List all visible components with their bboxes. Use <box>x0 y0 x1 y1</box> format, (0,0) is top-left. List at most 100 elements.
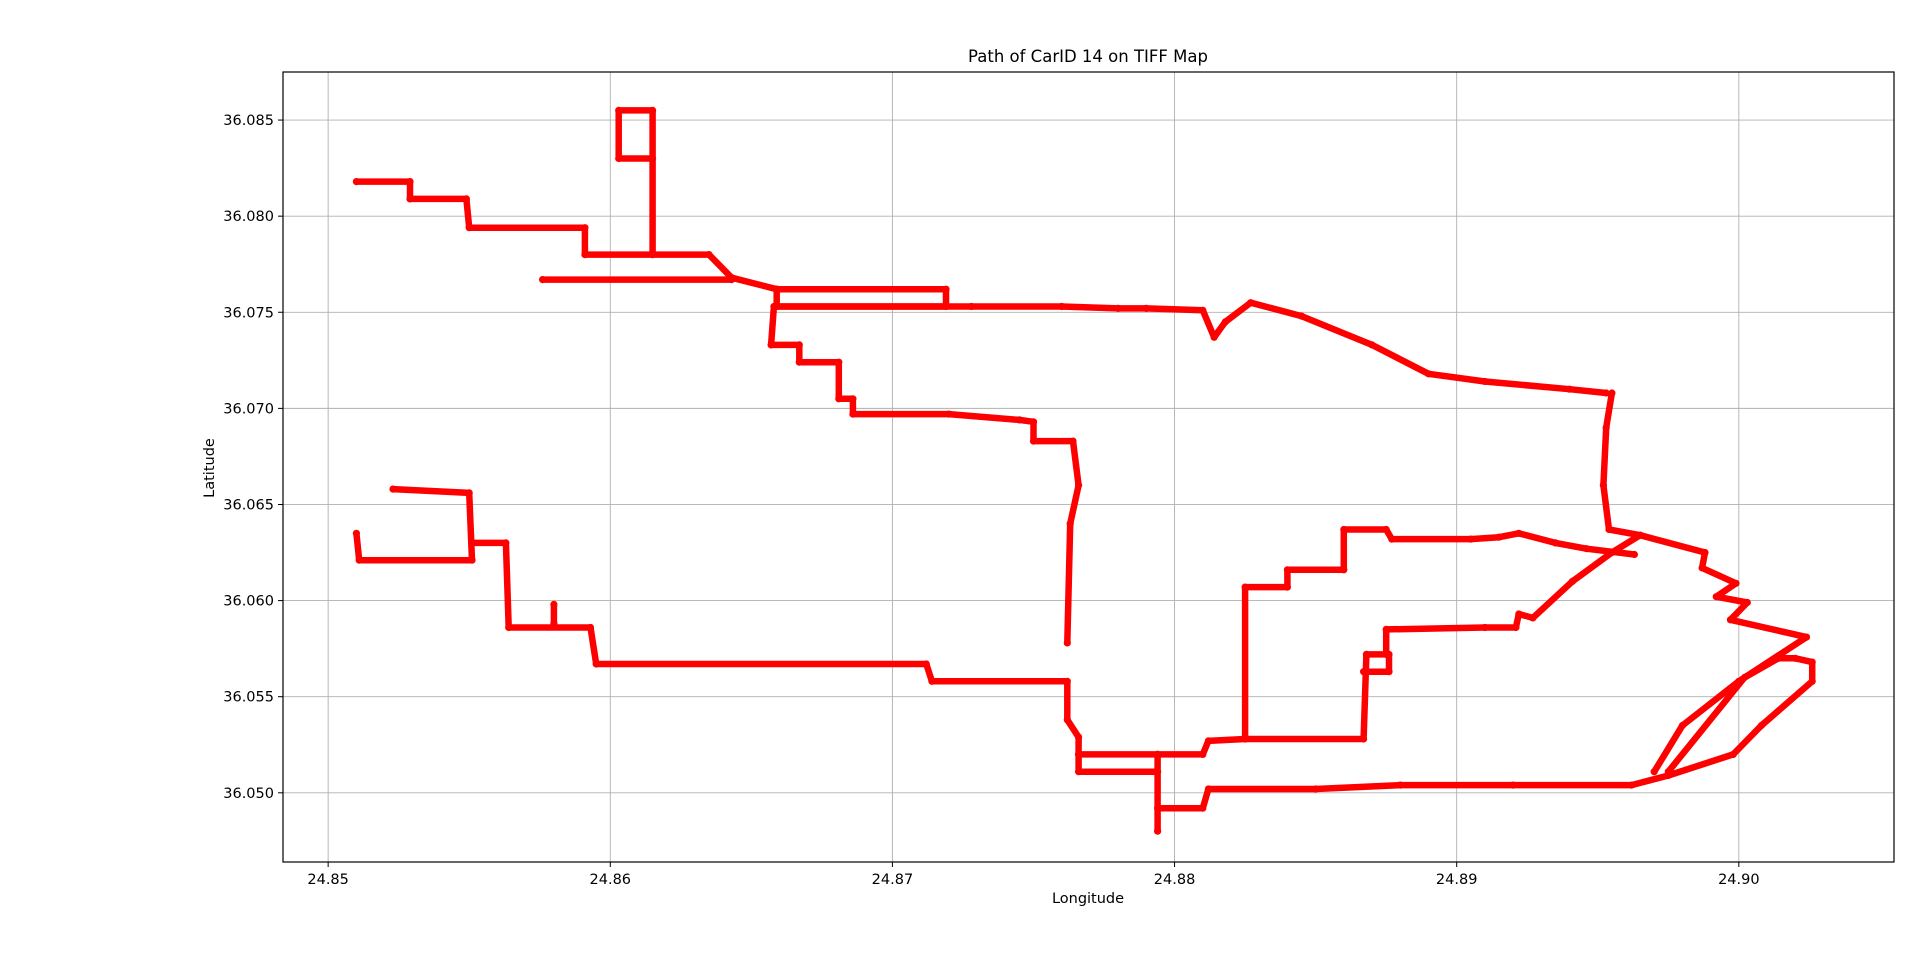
path-point <box>1029 418 1038 426</box>
path-point <box>1512 623 1520 632</box>
x-axis-ticks: 24.85 24.86 24.87 24.88 24.89 24.90 <box>307 862 1760 888</box>
path-point <box>1740 673 1749 682</box>
path-point <box>1602 424 1610 432</box>
path-point <box>1701 548 1709 557</box>
path-point <box>1732 579 1740 587</box>
path-point <box>770 302 778 311</box>
path-point <box>1066 520 1074 528</box>
path-point <box>468 539 476 547</box>
path-point <box>1204 737 1212 745</box>
y-tick-label: 36.065 <box>223 497 274 513</box>
path-point <box>406 195 414 203</box>
path-point <box>1029 437 1038 445</box>
path-point <box>1199 804 1207 812</box>
path-point <box>1312 785 1320 793</box>
x-axis-label: Longitude <box>1052 891 1124 907</box>
path-point <box>1509 781 1517 789</box>
path-point <box>1808 658 1816 666</box>
path-point <box>967 302 976 311</box>
path-point <box>352 178 360 186</box>
path-point <box>1075 733 1083 741</box>
path-point <box>1630 550 1638 559</box>
path-point <box>1382 525 1390 534</box>
y-axis-label: Latitude <box>202 438 218 498</box>
path-point <box>835 358 843 366</box>
path-point <box>1698 564 1706 572</box>
path-point <box>550 620 558 628</box>
path-point <box>849 395 857 403</box>
path-point <box>1802 633 1811 641</box>
path-point <box>1467 535 1475 543</box>
path-point <box>462 195 470 203</box>
path-segment <box>1241 526 1638 743</box>
path-point <box>945 410 953 418</box>
path-point <box>1114 304 1122 312</box>
x-tick-label: 24.89 <box>1436 872 1478 888</box>
path-point <box>1605 525 1613 534</box>
path-point <box>1551 539 1559 547</box>
path-point <box>705 251 713 259</box>
path-point <box>615 106 623 114</box>
path-point <box>1608 389 1616 397</box>
path-point <box>389 485 397 493</box>
path-point <box>1283 566 1291 574</box>
path-point <box>465 489 473 497</box>
path-point <box>1154 804 1162 812</box>
y-tick-label: 36.080 <box>223 209 274 225</box>
path-point <box>1726 616 1734 624</box>
path-point <box>922 660 930 668</box>
path-point <box>505 623 513 632</box>
path-point <box>586 623 595 632</box>
path-point <box>795 341 803 349</box>
path-point <box>1495 533 1503 541</box>
chart-title: Path of CarID 14 on TIFF Map <box>968 47 1208 66</box>
path-point <box>1529 614 1537 622</box>
path-point <box>1396 781 1404 789</box>
path-point <box>1382 625 1390 634</box>
path-segment <box>1154 531 1644 758</box>
y-tick-label: 36.055 <box>223 690 274 706</box>
path-point <box>1515 529 1523 537</box>
path-point <box>1069 437 1077 445</box>
x-tick-label: 24.88 <box>1154 872 1196 888</box>
path-point <box>1340 525 1348 534</box>
path-point <box>1199 306 1207 314</box>
path-point <box>1678 721 1686 730</box>
path-point <box>928 677 936 685</box>
path-point <box>1204 785 1212 793</box>
path-point <box>1360 735 1368 743</box>
x-tick-label: 24.86 <box>590 872 632 888</box>
path-point <box>1283 583 1291 591</box>
path-point <box>1602 389 1610 397</box>
path-point <box>1791 654 1799 662</box>
x-tick-label: 24.85 <box>307 872 349 888</box>
path-segment <box>353 107 656 258</box>
path-point <box>592 660 600 668</box>
path-segment <box>1154 655 1816 812</box>
plot-frame <box>282 71 1895 863</box>
x-tick-label: 24.87 <box>872 872 914 888</box>
path-point <box>849 410 857 418</box>
path-point <box>1481 377 1489 386</box>
path-point <box>1075 481 1083 489</box>
path-point <box>1063 677 1071 685</box>
path-point <box>539 276 547 284</box>
path-point <box>942 285 950 293</box>
path-point <box>1362 650 1370 659</box>
path-point <box>1075 750 1083 759</box>
path-point <box>1199 750 1207 759</box>
path-point <box>1063 639 1071 647</box>
y-tick-label: 36.085 <box>223 113 274 129</box>
path-point <box>550 600 558 609</box>
data-points <box>352 106 1816 835</box>
y-tick-label: 36.075 <box>223 305 274 321</box>
path-point <box>581 251 589 259</box>
path-point <box>1757 721 1765 730</box>
path-point <box>795 358 803 366</box>
path-point <box>1582 545 1591 553</box>
path-point <box>1774 654 1782 662</box>
path-point <box>1808 677 1816 685</box>
path-segment <box>767 303 1082 647</box>
path-point <box>1650 768 1658 776</box>
